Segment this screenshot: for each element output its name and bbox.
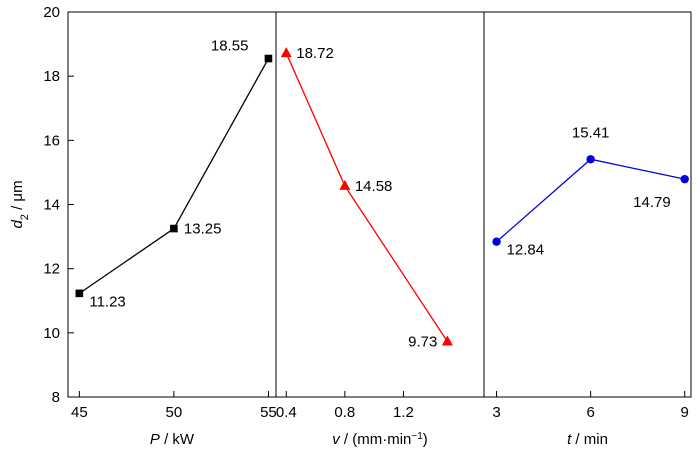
y-tick-label: 20 <box>43 4 60 21</box>
panel-time-x-axis-label: t / min <box>567 431 608 448</box>
panel-speed-x-axis-sup: −1 <box>411 431 423 442</box>
panel-time-data-point <box>680 174 689 184</box>
plot-frame <box>67 11 692 398</box>
panel-time-x-tick-label: 3 <box>492 404 500 421</box>
panel-time-data-label: 12.84 <box>507 242 545 259</box>
y-tick-label: 8 <box>52 389 60 406</box>
panel-power-x-tick-label: 55 <box>260 404 277 421</box>
panel-power-x-axis-unit: / kW <box>160 431 195 448</box>
y-axis-label: d2 / μm <box>9 180 31 228</box>
panel-power-x-axis-label: P / kW <box>150 431 195 448</box>
panel-speed-x-axis-var: v <box>332 431 341 448</box>
panel-speed-data-label: 18.72 <box>296 45 334 62</box>
y-tick-label: 10 <box>43 325 60 342</box>
panel-power-x-tick-label: 45 <box>71 404 88 421</box>
panel-time-x-tick-label: 6 <box>586 404 594 421</box>
panel-power-data-point <box>264 54 273 63</box>
panel-time-data-label: 14.79 <box>633 194 671 211</box>
panel-speed-data-point <box>339 179 351 190</box>
panel-speed-data-label: 14.58 <box>355 178 393 195</box>
y-tick-label: 14 <box>43 197 60 214</box>
panel-power-data-point <box>170 224 178 233</box>
panel-power-data-point <box>75 289 84 298</box>
panel-power-x-tick-label: 50 <box>166 404 183 421</box>
panel-time-data-label: 15.41 <box>572 124 610 141</box>
panel-speed-data-point <box>280 47 292 58</box>
panel-time-x-axis-var: t <box>567 431 572 448</box>
panel-time-data-point <box>492 237 501 246</box>
panel-power-data-label: 11.23 <box>89 293 125 310</box>
y-tick-label: 12 <box>43 261 60 278</box>
panel-power-x-axis-var: P <box>150 431 160 448</box>
panel-speed-x-tick-label: 0.8 <box>334 404 355 421</box>
panel-speed-data-point <box>441 335 453 346</box>
panel-speed-x-tick-label: 0.4 <box>276 404 297 421</box>
panel-time-data-point <box>586 155 595 164</box>
panel-time-x-tick-label: 9 <box>681 404 689 421</box>
y-tick-label: 18 <box>43 68 60 85</box>
panel-speed-x-axis-label: v / (mm·min−1) <box>332 431 428 449</box>
panel-speed-series-line <box>285 52 448 342</box>
plot-area: 8 10 12 14 16 18 20 d2 / μm 45 50 55 P / kW 11.23 13.… <box>9 4 692 449</box>
panel-power-data-label: 18.55 <box>211 38 249 55</box>
panel-speed-x-axis-unit: / (mm·min <box>340 431 412 448</box>
panel-speed-data-label: 9.73 <box>408 333 437 350</box>
panel-speed-x-tick-label: 1.2 <box>393 404 414 421</box>
panel-time-x-axis-unit: / min <box>571 431 608 448</box>
y-axis-label-unit: / μm <box>9 180 26 214</box>
panel-power-data-label: 13.25 <box>184 221 222 238</box>
y-axis-label-sub: 2 <box>19 214 31 220</box>
y-axis-label-var: d <box>9 220 26 229</box>
panel-power-series-line <box>78 58 270 294</box>
y-tick-label: 16 <box>43 132 60 149</box>
panel-speed-x-axis-close: ) <box>423 431 428 448</box>
